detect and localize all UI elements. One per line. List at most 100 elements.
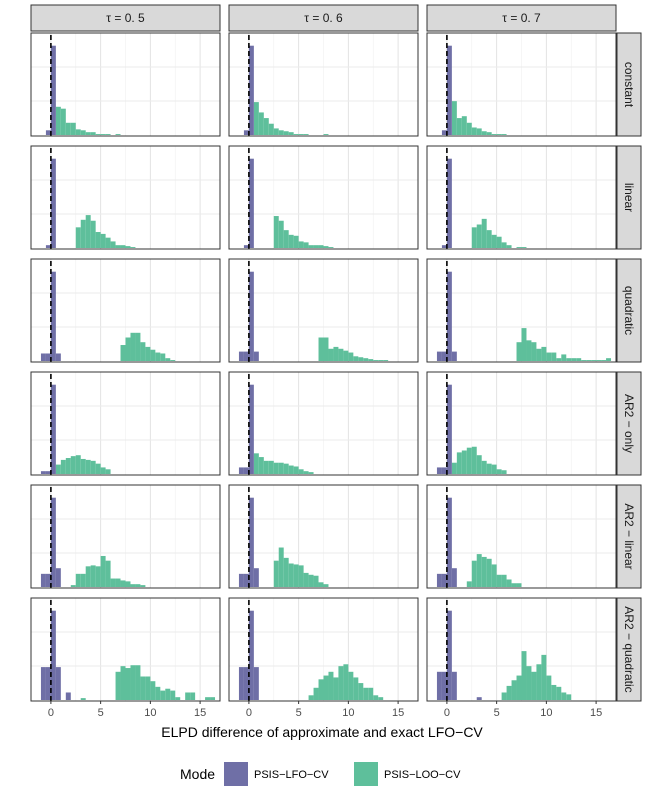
psis-lfo-cv-bars xyxy=(238,384,254,474)
psis-lfo-cv-bars xyxy=(238,497,259,587)
psis-loo-cv-bar xyxy=(273,128,279,135)
row-strip-label: AR2 − quadratic xyxy=(622,606,636,692)
psis-loo-cv-bar xyxy=(516,247,522,248)
psis-lfo-cv-bars xyxy=(40,497,61,587)
row-strip-label: quadratic xyxy=(622,286,636,335)
psis-lfo-cv-bar xyxy=(50,384,56,474)
psis-loo-cv-bar xyxy=(466,447,472,474)
psis-lfo-cv-bar xyxy=(441,467,447,474)
psis-loo-cv-bar xyxy=(125,581,131,587)
psis-loo-cv-bar xyxy=(368,359,374,361)
psis-loo-cv-bar xyxy=(486,558,492,587)
legend-label-psis-lfo-cv: PSIS−LFO−CV xyxy=(254,769,329,781)
row-strip-background xyxy=(616,145,642,250)
psis-loo-cv-bar xyxy=(461,116,467,135)
column-strip-background xyxy=(228,4,419,32)
psis-lfo-cv-bar xyxy=(40,353,46,361)
psis-loo-cv-bar xyxy=(353,677,359,700)
psis-loo-cv-bars xyxy=(80,665,216,700)
row-strip-label: constant xyxy=(622,62,636,108)
panel-r4-c0 xyxy=(30,484,221,589)
psis-loo-cv-bar xyxy=(541,346,547,361)
panel-r1-c2 xyxy=(426,145,617,250)
psis-loo-cv-bars xyxy=(253,453,314,474)
psis-lfo-cv-bar xyxy=(248,158,254,248)
psis-loo-cv-bar xyxy=(471,446,477,474)
psis-loo-cv-bar xyxy=(546,675,552,700)
psis-loo-cv-bar xyxy=(383,360,389,361)
psis-lfo-cv-bars xyxy=(436,610,482,700)
x-tick-label: 0 xyxy=(444,707,450,719)
psis-lfo-cv-bar xyxy=(243,667,249,700)
psis-loo-cv-bar xyxy=(150,349,156,361)
psis-loo-cv-bar xyxy=(481,556,487,587)
psis-loo-cv-bar xyxy=(536,664,542,700)
panel-r2-c2 xyxy=(426,258,617,363)
psis-loo-cv-bars xyxy=(451,101,507,135)
psis-loo-cv-bar xyxy=(348,352,354,361)
psis-loo-cv-bar xyxy=(85,566,91,587)
psis-loo-cv-bar xyxy=(466,122,472,135)
column-strip-label: τ = 0. 6 xyxy=(304,11,343,25)
psis-loo-cv-bar xyxy=(288,563,294,587)
psis-loo-cv-bar xyxy=(185,692,191,700)
panel-border xyxy=(30,597,221,702)
psis-loo-cv-bar xyxy=(85,215,91,248)
psis-loo-cv-bar xyxy=(303,242,309,248)
psis-lfo-cv-bar xyxy=(243,130,249,135)
panel-r3-c1 xyxy=(228,371,419,476)
psis-loo-cv-bar xyxy=(268,123,274,135)
psis-loo-cv-bar xyxy=(501,574,507,587)
panel-gridlines xyxy=(229,372,418,475)
psis-loo-cv-bar xyxy=(60,459,66,474)
psis-loo-cv-bar xyxy=(278,130,284,135)
x-axis-title: ELPD difference of approximate and exact… xyxy=(161,724,483,740)
psis-loo-cv-bar xyxy=(556,686,562,700)
x-tick-label: 10 xyxy=(540,707,552,719)
legend-key-psis-lfo-cv xyxy=(224,762,248,786)
psis-loo-cv-bar xyxy=(318,337,324,361)
psis-loo-cv-bar xyxy=(373,360,379,361)
psis-loo-cv-bar xyxy=(130,584,136,587)
psis-loo-cv-bar xyxy=(100,555,106,587)
psis-loo-cv-bar xyxy=(318,679,324,700)
psis-loo-cv-bar xyxy=(501,134,507,135)
psis-loo-cv-bars xyxy=(55,106,121,135)
psis-lfo-cv-bar xyxy=(476,697,482,700)
row-strip-ar2-quadratic: AR2 − quadratic xyxy=(616,597,642,702)
psis-loo-cv-bars xyxy=(70,555,146,587)
panel-r2-c1 xyxy=(228,258,419,363)
psis-lfo-cv-bar xyxy=(45,667,51,700)
psis-lfo-cv-bar xyxy=(238,573,244,587)
psis-loo-cv-bar xyxy=(461,450,467,474)
row-strip-background xyxy=(616,32,642,137)
panel-border xyxy=(30,484,221,589)
psis-lfo-cv-bar xyxy=(446,158,452,248)
row-strip-ar2-linear: AR2 − linear xyxy=(616,484,642,589)
psis-loo-cv-bar xyxy=(75,129,81,135)
psis-loo-cv-bar xyxy=(476,455,482,474)
psis-loo-cv-bar xyxy=(333,677,339,700)
psis-loo-cv-bar xyxy=(210,697,216,700)
psis-loo-cv-bar xyxy=(481,218,487,248)
psis-loo-cv-bar xyxy=(150,681,156,700)
psis-loo-cv-bar xyxy=(135,665,141,700)
row-strip-label: AR2 − only xyxy=(622,394,636,453)
psis-lfo-cv-bar xyxy=(436,351,442,361)
psis-loo-cv-bar xyxy=(363,687,369,700)
psis-lfo-cv-bar xyxy=(45,573,51,587)
psis-loo-cv-bar xyxy=(75,455,81,474)
psis-loo-cv-bar xyxy=(273,216,279,248)
panel-r0-c0 xyxy=(30,32,221,137)
row-strip-background xyxy=(616,597,642,702)
x-tick-label: 10 xyxy=(342,707,354,719)
psis-loo-cv-bar xyxy=(115,671,121,700)
psis-loo-cv-bar xyxy=(516,342,522,361)
row-strip-quadratic: quadratic xyxy=(616,258,642,363)
psis-lfo-cv-bar xyxy=(243,351,249,361)
legend-label-psis-loo-cv: PSIS−LOO−CV xyxy=(384,769,461,781)
psis-lfo-cv-bar xyxy=(441,245,447,248)
psis-loo-cv-bar xyxy=(80,219,86,248)
psis-loo-cv-bar xyxy=(348,671,354,700)
